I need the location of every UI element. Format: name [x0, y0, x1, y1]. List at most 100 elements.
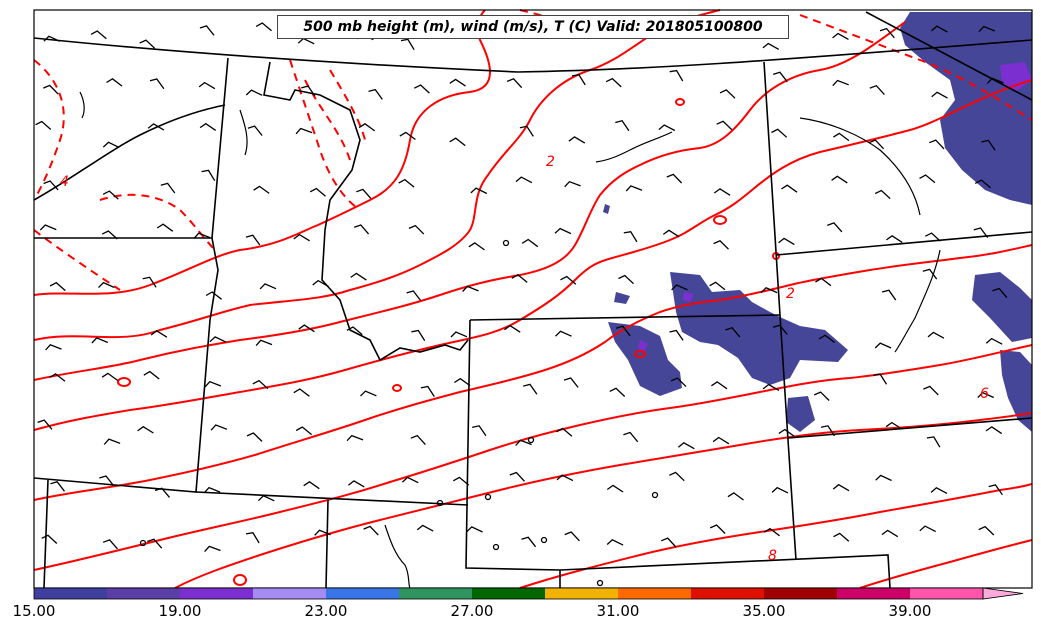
- wind-barb: [98, 281, 115, 289]
- colorbar: [33, 587, 1024, 600]
- wind-barb: [669, 471, 685, 482]
- wind-barb: [670, 377, 687, 388]
- wind-barb: [605, 77, 622, 88]
- colorbar-segment: [399, 588, 472, 599]
- wind-barb: [778, 428, 795, 438]
- wind-barb: [255, 22, 272, 32]
- wind-barb: [401, 476, 419, 484]
- wind-barb: [571, 73, 586, 86]
- wind-barb: [977, 391, 994, 399]
- wind-barb: [298, 324, 315, 333]
- colorbar-segment: [910, 588, 983, 599]
- wind-barb: [295, 426, 313, 436]
- wind-barb: [257, 495, 275, 502]
- wind-barb: [400, 38, 415, 51]
- wind-barb: [609, 387, 626, 397]
- calm-wind-circle: [492, 543, 500, 551]
- colorbar-segment: [326, 588, 399, 599]
- wind-barb: [193, 232, 211, 239]
- wind-barb: [772, 324, 788, 335]
- colorbar-segment: [472, 588, 545, 599]
- dashed-temperature-contours: [33, 9, 1033, 291]
- wind-barb: [35, 120, 52, 130]
- calm-wind-circle: [651, 491, 659, 499]
- rivers-coastlines: [79, 91, 941, 589]
- wind-barb: [245, 89, 263, 96]
- colorbar-segment: [618, 588, 691, 599]
- wind-barb: [992, 287, 1008, 299]
- wind-barb: [102, 141, 120, 149]
- wind-barb: [509, 471, 525, 482]
- contour-label: 4: [60, 174, 69, 190]
- wind-barb: [102, 190, 119, 200]
- wind-barb: [778, 237, 795, 246]
- wind-barb: [820, 425, 836, 437]
- calm-wind-circle: [596, 579, 604, 587]
- wind-barb: [408, 224, 425, 235]
- wind-barb: [606, 484, 624, 493]
- wind-barb: [762, 383, 780, 391]
- wind-barb: [919, 174, 936, 184]
- wind-barb: [245, 531, 260, 544]
- wind-barb: [712, 436, 730, 445]
- wind-barb: [815, 277, 832, 287]
- wind-barb: [760, 287, 778, 294]
- wind-barb: [669, 329, 684, 341]
- wind-barb: [981, 139, 996, 151]
- wind-barb: [666, 173, 683, 184]
- wind-barb: [762, 42, 780, 50]
- wind-barb: [45, 344, 62, 351]
- wind-barbs: [35, 22, 1008, 587]
- wind-barb: [660, 537, 677, 548]
- wind-barb: [139, 39, 156, 49]
- colorbar-tick-label: 39.00: [888, 602, 932, 620]
- wind-barb: [210, 424, 228, 431]
- colorbar-tick-label: 23.00: [304, 602, 348, 620]
- wind-barb: [37, 419, 53, 430]
- colorbar-segment: [180, 588, 253, 599]
- plot-title: 500 mb height (m), wind (m/s), T (C) Val…: [277, 15, 789, 39]
- wind-barb: [623, 230, 638, 243]
- wind-barb: [564, 180, 581, 188]
- wind-barb: [259, 283, 277, 290]
- wind-barb: [147, 538, 163, 549]
- wind-barb: [204, 380, 222, 388]
- wind-barb: [813, 391, 830, 401]
- wind-barb: [150, 330, 168, 338]
- wind-barb: [885, 421, 903, 430]
- wind-barb: [154, 487, 170, 498]
- state-boundaries: [33, 11, 1033, 589]
- wind-barb: [919, 525, 936, 533]
- wind-barb: [988, 484, 1003, 496]
- wind-barb: [727, 492, 744, 501]
- wind-barb: [255, 339, 273, 347]
- colorbar-tick-label: 27.00: [450, 602, 494, 620]
- wind-barb: [199, 122, 217, 131]
- wind-barb: [874, 342, 892, 349]
- wind-barb: [347, 480, 365, 488]
- contour-label: 2: [546, 154, 555, 170]
- wind-barb: [923, 385, 939, 396]
- wind-barb: [716, 120, 733, 131]
- wind-barb: [771, 128, 788, 138]
- wind-barb: [201, 169, 216, 182]
- colorbar-segment: [253, 588, 326, 599]
- wind-barb: [713, 240, 729, 250]
- colorbar-segment: [764, 588, 837, 599]
- wind-barb: [414, 84, 430, 94]
- wind-barb: [106, 78, 123, 87]
- wind-barb: [973, 227, 989, 238]
- calm-wind-circle: [139, 539, 147, 547]
- wind-barb: [658, 124, 676, 132]
- wind-barb: [209, 336, 227, 343]
- wind-barb: [470, 187, 488, 195]
- wind-barb: [295, 127, 313, 135]
- wind-barb: [301, 85, 316, 97]
- wind-barb: [205, 291, 222, 300]
- wind-barb: [564, 531, 580, 542]
- wind-barb: [203, 486, 221, 494]
- wind-barb: [346, 326, 363, 336]
- colorbar-segment: [691, 588, 764, 599]
- colorbar-tick-label: 31.00: [596, 602, 640, 620]
- wind-barb: [398, 178, 415, 188]
